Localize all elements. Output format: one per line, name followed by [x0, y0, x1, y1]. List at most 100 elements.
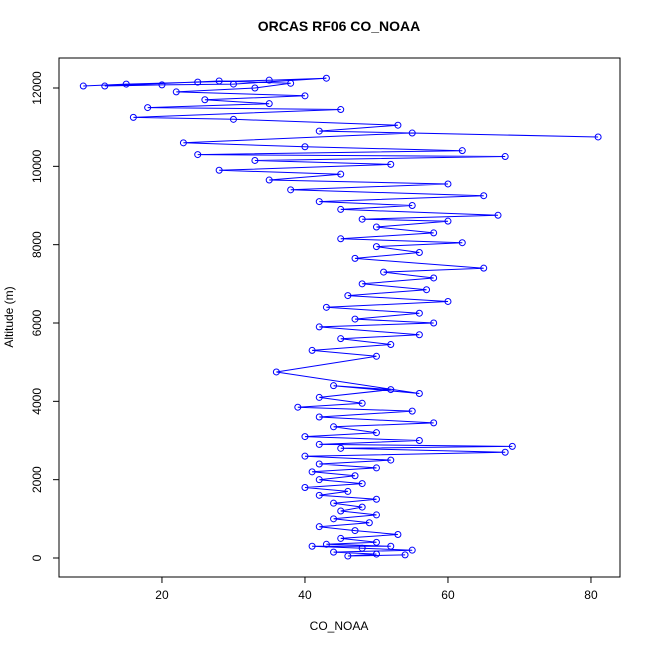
profile-line	[83, 77, 599, 557]
y-tick-label: 4000	[30, 388, 44, 415]
point	[494, 211, 502, 219]
point	[322, 74, 330, 82]
point	[351, 254, 359, 262]
point	[337, 205, 345, 213]
point	[122, 80, 130, 88]
point	[401, 551, 409, 559]
point	[315, 460, 323, 468]
point	[408, 202, 416, 210]
y-tick-label: 8000	[30, 231, 44, 258]
y-tick-label: 10000	[30, 149, 44, 183]
point	[337, 170, 345, 178]
point	[415, 331, 423, 339]
point	[172, 88, 180, 96]
point	[387, 160, 395, 168]
point	[372, 352, 380, 360]
point	[315, 413, 323, 421]
point	[415, 390, 423, 398]
point	[194, 78, 202, 86]
point	[365, 519, 373, 527]
point	[337, 507, 345, 515]
point	[358, 544, 366, 552]
point	[272, 368, 280, 376]
point	[330, 515, 338, 523]
point	[322, 303, 330, 311]
point	[322, 540, 330, 548]
point	[330, 548, 338, 556]
chart-title: ORCAS RF06 CO_NOAA	[258, 18, 421, 34]
point	[265, 176, 273, 184]
y-tick-label: 0	[30, 554, 44, 561]
point	[315, 393, 323, 401]
point	[308, 468, 316, 476]
point	[372, 495, 380, 503]
point	[351, 315, 359, 323]
point	[458, 239, 466, 247]
point	[372, 429, 380, 437]
point	[129, 113, 137, 121]
point	[430, 274, 438, 282]
point	[394, 121, 402, 129]
point	[387, 542, 395, 550]
point	[372, 511, 380, 519]
point	[315, 491, 323, 499]
point	[358, 503, 366, 511]
point	[408, 546, 416, 554]
point	[229, 115, 237, 123]
y-tick-label: 2000	[30, 466, 44, 493]
point	[79, 82, 87, 90]
point	[265, 100, 273, 108]
point	[308, 542, 316, 550]
point	[337, 534, 345, 542]
point	[387, 341, 395, 349]
point	[265, 76, 273, 84]
point	[444, 297, 452, 305]
point	[480, 192, 488, 200]
point	[144, 104, 152, 112]
point	[372, 538, 380, 546]
point	[179, 139, 187, 147]
point	[287, 79, 295, 87]
point	[330, 382, 338, 390]
point	[358, 480, 366, 488]
point	[337, 106, 345, 114]
point	[215, 166, 223, 174]
x-tick-label: 80	[584, 588, 598, 602]
point	[251, 156, 259, 164]
point	[408, 407, 416, 415]
point	[372, 223, 380, 231]
point	[337, 335, 345, 343]
point	[415, 437, 423, 445]
point	[508, 442, 516, 450]
point	[372, 243, 380, 251]
point	[423, 286, 431, 294]
point	[301, 433, 309, 441]
point	[301, 452, 309, 460]
x-tick-label: 40	[298, 588, 312, 602]
point	[372, 550, 380, 558]
point	[315, 323, 323, 331]
point	[337, 235, 345, 243]
point	[194, 151, 202, 159]
point	[501, 153, 509, 161]
y-tick-label: 12000	[30, 71, 44, 105]
point	[287, 186, 295, 194]
point	[444, 217, 452, 225]
plot-frame	[58, 57, 621, 578]
x-axis-label: CO_NOAA	[310, 619, 369, 633]
point	[415, 249, 423, 257]
point	[444, 180, 452, 188]
point	[380, 268, 388, 276]
point	[387, 456, 395, 464]
x-tick-label: 60	[441, 588, 455, 602]
point	[344, 487, 352, 495]
point	[158, 81, 166, 89]
point	[315, 198, 323, 206]
point	[215, 77, 223, 85]
point	[351, 472, 359, 480]
point	[337, 444, 345, 452]
point	[315, 523, 323, 531]
point	[408, 129, 416, 137]
point	[387, 386, 395, 394]
